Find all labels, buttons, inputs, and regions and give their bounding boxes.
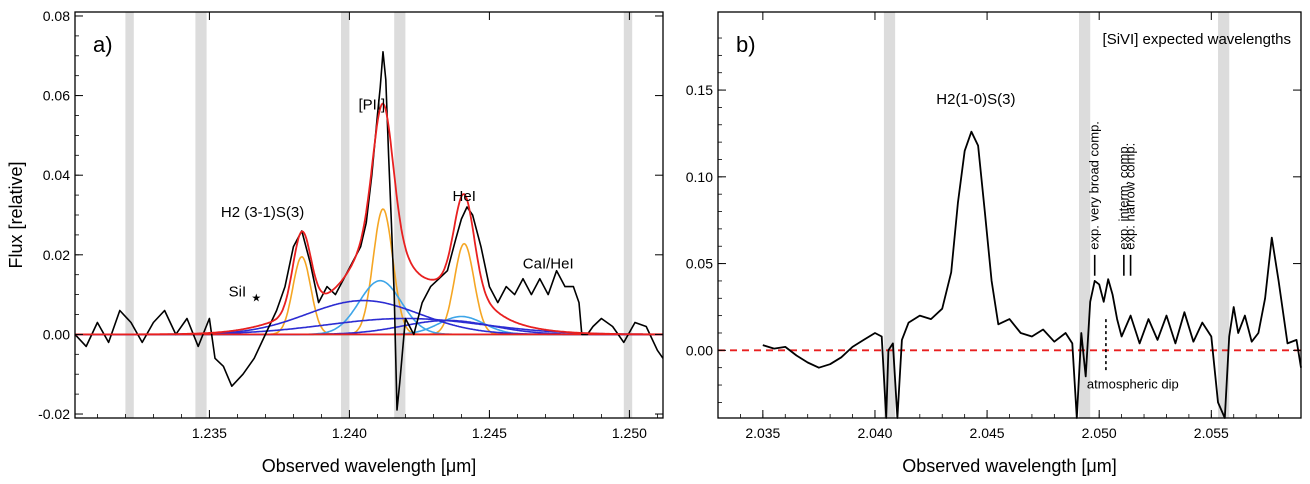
panel-b-x-tick-label: 2.040 [857, 425, 892, 441]
panel-b-x-axis-title: Observed wavelength [μm] [902, 456, 1116, 476]
panel-b-masked-band [1079, 12, 1091, 418]
panel-b-y-tick-label: 0.10 [686, 169, 713, 185]
panel-a-x-tick-label: 1.235 [192, 425, 227, 441]
panel-a-observed-line [74, 50, 664, 411]
panel-b-y-tick-label: 0.15 [686, 82, 713, 98]
panel-b-annotation: atmospheric dip [1087, 377, 1179, 392]
panel-a-x-tick-label: 1.250 [612, 425, 647, 441]
panel-b-y-tick-label: 0.05 [686, 256, 713, 272]
panel-a-masked-band [195, 12, 207, 418]
panel-a-x-tick-label: 1.245 [472, 425, 507, 441]
panel-a-y-tick-label: 0.04 [43, 167, 70, 183]
panel-b-marker-lines: exp. very broad comp. exp. interm. comp.e… [1087, 121, 1138, 372]
panel-a-ticks: 1.235 1.240 1.245 1.250 -0.02 0.00 0.02 0.04 0.0… [38, 8, 663, 441]
panel-b-marker-label: exp. interm. comp. [1116, 143, 1131, 250]
panel-b-masked-band [1218, 12, 1230, 418]
panel-a-y-axis-title: Flux [relative] [6, 161, 26, 268]
panel-b-x-tick-label: 2.035 [745, 425, 780, 441]
panel-a-y-tick-label: 0.06 [43, 88, 70, 104]
panel-a-masked-band [125, 12, 134, 418]
panel-a-observed-series [74, 50, 664, 411]
panel-b-x-tick-label: 2.045 [970, 425, 1005, 441]
panel-a-chart: 1.235 1.240 1.245 1.250 -0.02 0.00 0.02 0.04 0.0… [6, 8, 664, 476]
panel-b-y-tick-label: 0.00 [686, 342, 713, 358]
panel-b-x-tick-label: 2.050 [1082, 425, 1117, 441]
panel-a-y-tick-label: -0.02 [38, 406, 70, 422]
panel-b-legend-title: [SiVI] expected wavelengths [1103, 31, 1291, 48]
panel-b-observed-line [762, 130, 1302, 419]
panel-a-y-tick-label: 0.08 [43, 8, 70, 24]
panel-a-annotation: H2 (3-1)S(3) [221, 204, 304, 221]
panel-a-annotation: CaI/HeI [523, 256, 574, 273]
panel-a-masked-band [623, 12, 633, 418]
panel-b-marker-label: exp. narrow comp. [1123, 143, 1138, 250]
panel-b-chart: exp. very broad comp. exp. interm. comp.e… [686, 11, 1302, 476]
panel-b-ticks: 2.035 2.040 2.045 2.050 2.055 0.00 0.05 0.10 0.1… [686, 12, 1302, 441]
panel-b-masked-band [883, 12, 896, 418]
panel-b-marker-label: exp. very broad comp. [1087, 121, 1102, 250]
star-icon: ★ [251, 293, 261, 305]
panel-a-annotation: HeI [453, 188, 476, 205]
panel-a-total-fit-line [75, 102, 663, 336]
panel-a-x-axis-title: Observed wavelength [μm] [262, 456, 476, 476]
panel-b-annotations: H2(1-0)S(3) atmospheric dip [936, 91, 1178, 392]
panel-b-observed-series [762, 130, 1302, 419]
panel-b-masked-regions [883, 12, 1230, 418]
panel-a-masked-band [341, 12, 350, 418]
panel-b-x-tick-label: 2.055 [1194, 425, 1229, 441]
panel-a-label: a) [93, 32, 113, 57]
panel-a-y-tick-label: 0.02 [43, 247, 70, 263]
panel-a-annotations: H2 (3-1)S(3) [PII] HeI CaI/HeI SiI ★ [221, 97, 574, 305]
panel-a-annotation: [PII] [358, 97, 385, 114]
panel-a-y-tick-label: 0.00 [43, 326, 70, 342]
panel-b-label: b) [736, 32, 756, 57]
panel-b-annotation: H2(1-0)S(3) [936, 91, 1015, 108]
panel-a-annotation: SiI [229, 284, 247, 301]
panel-a-x-tick-label: 1.240 [332, 425, 367, 441]
